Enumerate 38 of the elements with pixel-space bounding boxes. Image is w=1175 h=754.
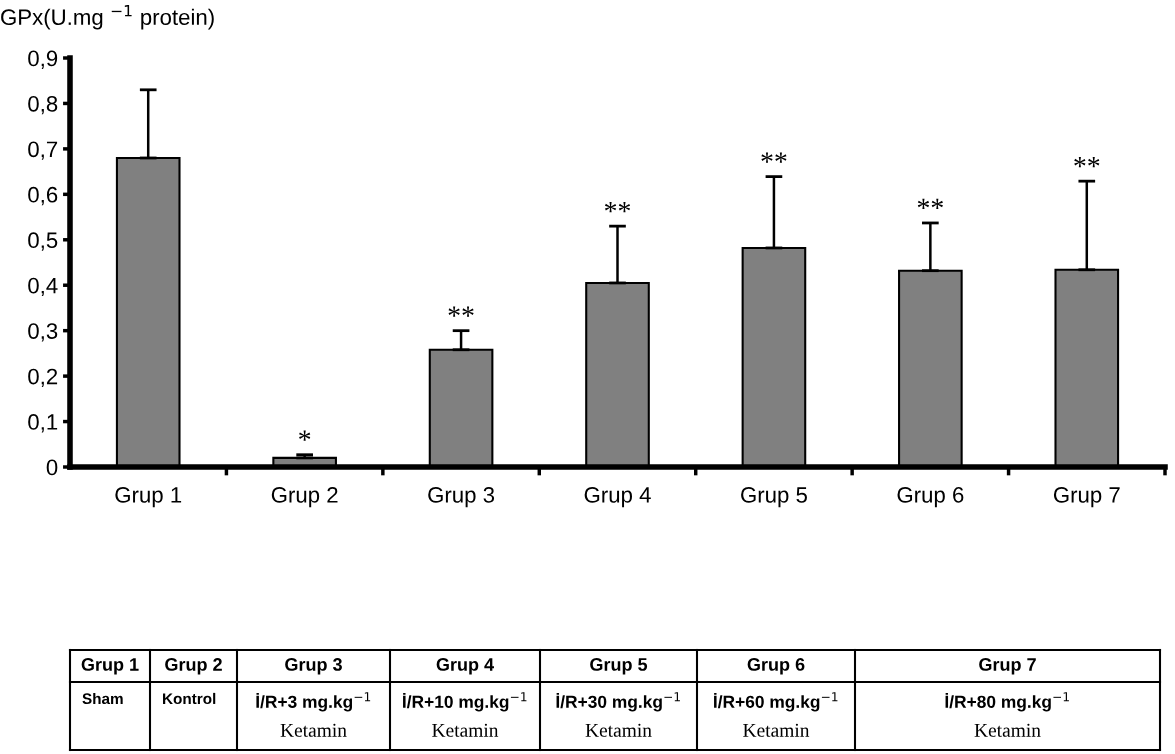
category-label: Grup 6 <box>747 658 805 675</box>
category-label: Grup 5 <box>590 658 648 675</box>
y-tick-label: 0,8 <box>28 95 58 115</box>
x-tick-label: Grup 5 <box>741 487 807 508</box>
text: İ/R+30 mg.kg$^{−1}$ Ketamin <box>556 692 680 737</box>
x-tick-label: Grup 4 <box>584 487 651 508</box>
y-tick-label: 0,3 <box>28 323 58 342</box>
text: İ/R+80 mg.kg$^{−1}$ Ketamin <box>945 692 1069 737</box>
y-tick-label: 0,5 <box>28 232 58 251</box>
category-label: Grup 2 <box>165 658 222 675</box>
x-tick-label: Grup 7 <box>1053 487 1120 508</box>
annotation: ** <box>917 198 943 210</box>
y-tick-label: 0,6 <box>28 186 58 206</box>
annotation: ** <box>604 202 631 213</box>
x-tick-label: Grup 2 <box>271 487 338 508</box>
text: Kontrol <box>163 692 216 705</box>
annotation: * <box>299 430 311 441</box>
x-tick-label: Grup 1 <box>115 487 182 508</box>
y-tick-label: 0,4 <box>28 277 58 297</box>
category-label: Grup 1 <box>81 658 139 675</box>
text: İ/R+10 mg.kg$^{−1}$ Ketamin <box>403 692 527 737</box>
x-tick-label: Grup 6 <box>897 487 964 508</box>
y-tick-label: 0,1 <box>28 414 58 433</box>
y-tick-label: 0 <box>46 459 58 476</box>
y-tick-label: 0,7 <box>28 141 58 160</box>
x-tick-label: Grup 3 <box>428 487 495 508</box>
category-label: Grup 4 <box>436 658 494 675</box>
category-label: Grup 7 <box>979 658 1036 675</box>
annotation: ** <box>1074 157 1100 168</box>
text: İ/R+3 mg.kg$^{−1}$ Ketamin <box>256 692 371 737</box>
text: Sham <box>82 692 123 705</box>
annotation: ** <box>448 306 474 317</box>
text: İ/R+60 mg.kg$^{−1}$ Ketamin <box>714 692 838 737</box>
y-axis-title: GPx(U.mg $^{−1}$ protein) <box>1 5 214 30</box>
annotation: ** <box>761 152 787 163</box>
y-tick-label: 0,9 <box>28 50 58 69</box>
y-tick-label: 0,2 <box>28 368 58 388</box>
category-label: Grup 3 <box>285 658 342 675</box>
